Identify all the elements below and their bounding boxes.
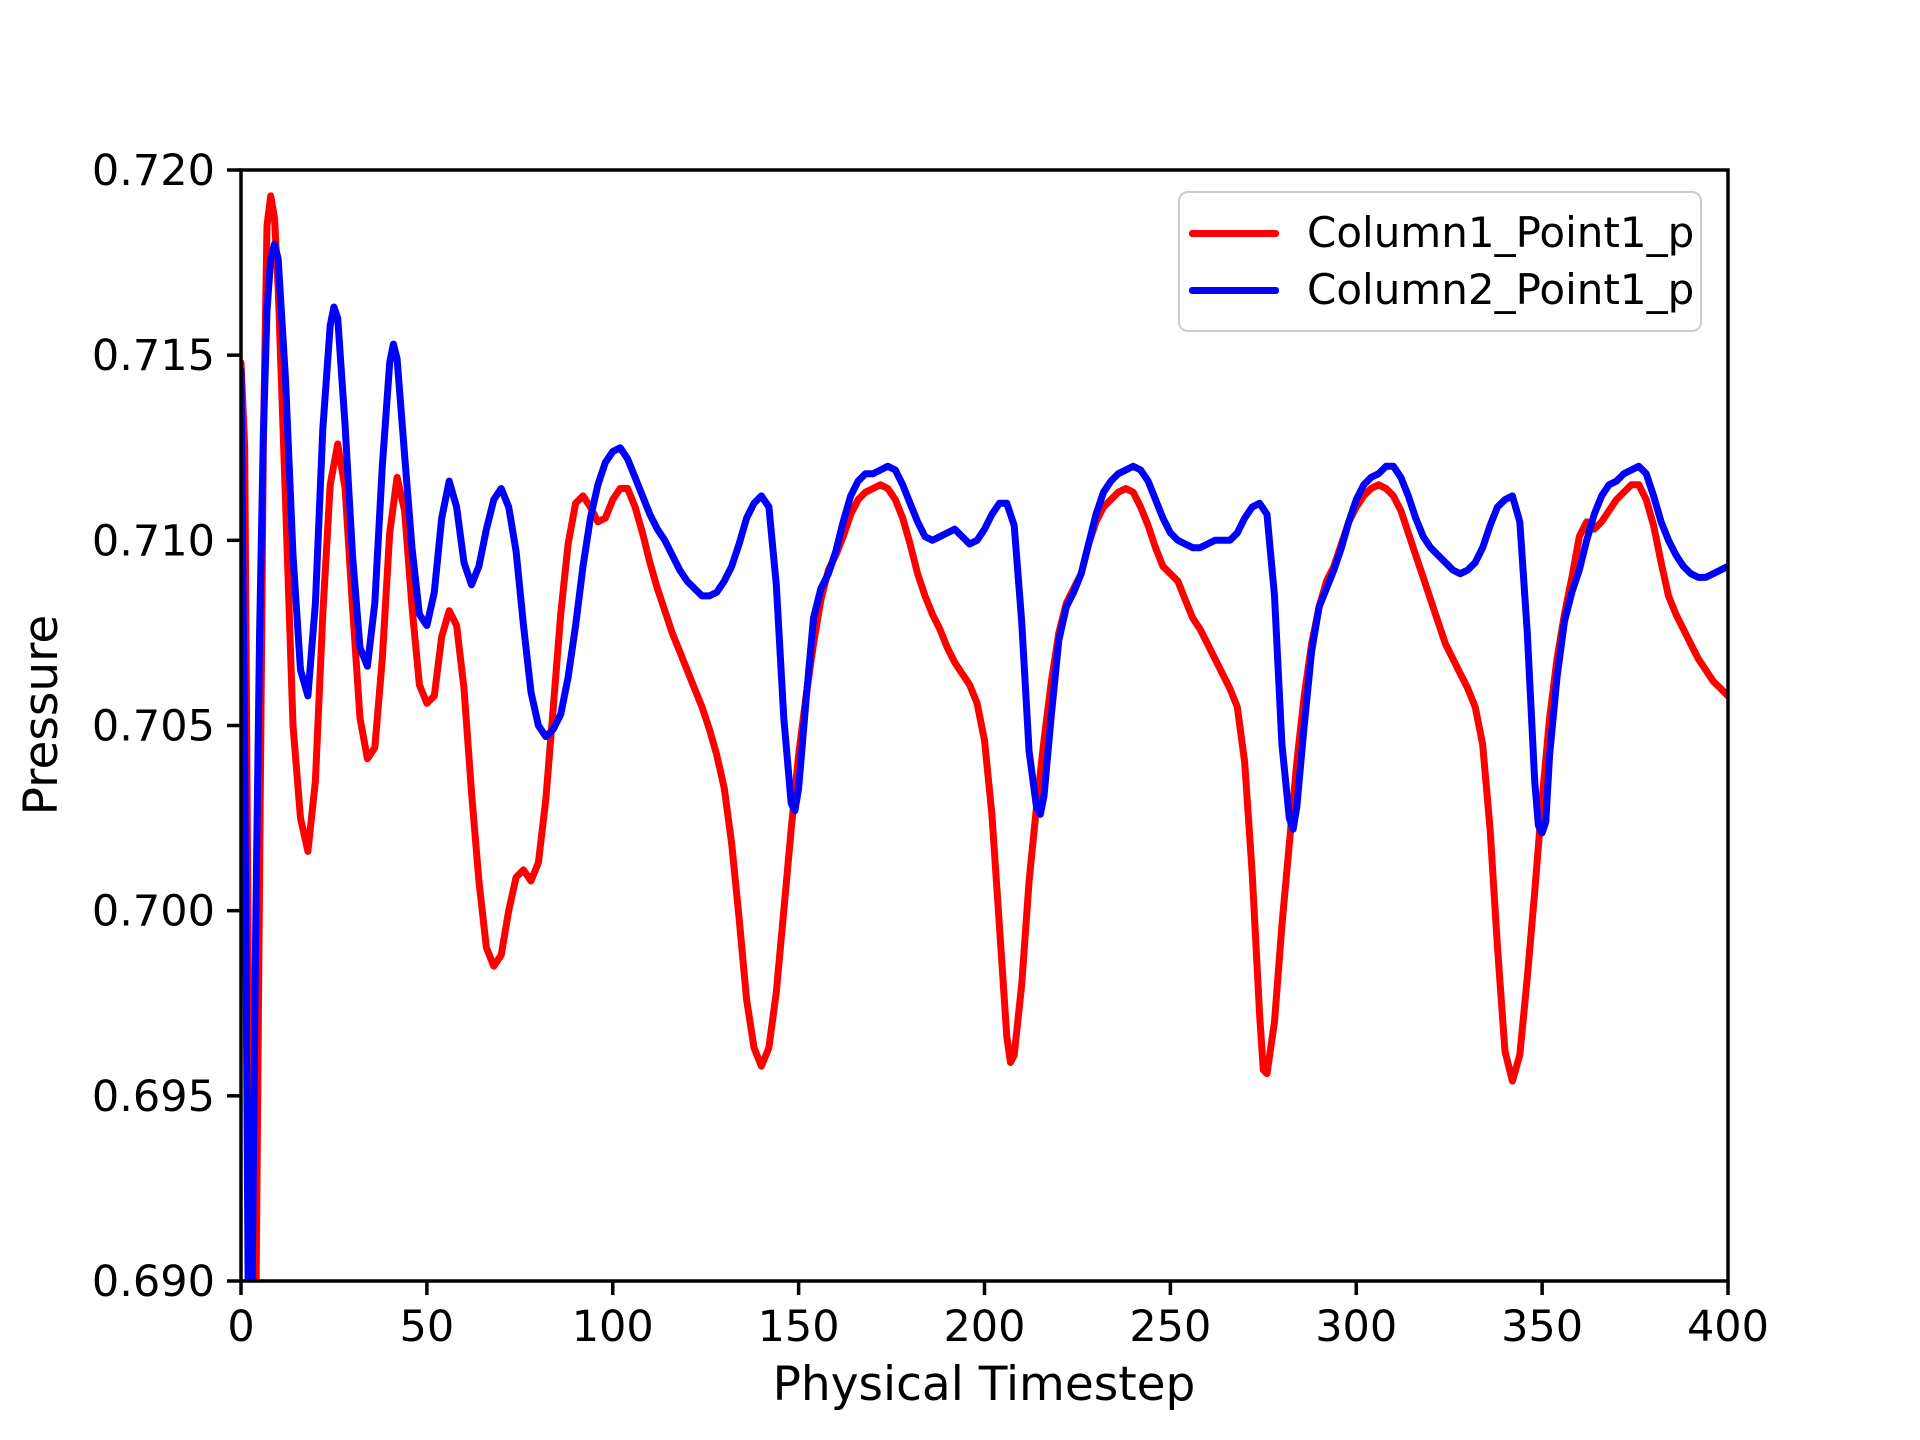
x-tick-label: 350 <box>1501 1302 1583 1352</box>
x-tick-label: 400 <box>1687 1302 1769 1352</box>
x-tick-label: 100 <box>572 1302 654 1352</box>
y-tick-label: 0.695 <box>92 1072 215 1122</box>
x-tick-label: 150 <box>758 1302 840 1352</box>
y-tick-label: 0.690 <box>92 1257 215 1307</box>
series-line-Column2_Point1_p <box>241 240 1728 1281</box>
x-tick-label: 300 <box>1315 1302 1397 1352</box>
legend-entry-series2: Column2_Point1_p <box>1180 269 1700 311</box>
x-axis-ticks: 0 50 100 150 200 250 300 350 400 <box>227 1281 1769 1352</box>
legend-entry-series1: Column1_Point1_p <box>1180 212 1700 254</box>
y-tick-label: 0.710 <box>92 516 215 566</box>
y-tick-label: 0.705 <box>92 702 215 752</box>
series-group <box>241 192 1728 1281</box>
y-tick-label: 0.720 <box>92 146 215 196</box>
y-axis-title: Pressure <box>14 615 69 816</box>
legend-label: Column2_Point1_p <box>1307 265 1695 314</box>
x-tick-label: 200 <box>943 1302 1025 1352</box>
legend-line-swatch-red <box>1189 229 1279 237</box>
x-tick-label: 0 <box>227 1302 254 1352</box>
legend-box: Column1_Point1_p Column2_Point1_p <box>1178 191 1702 332</box>
legend-label: Column1_Point1_p <box>1307 208 1695 257</box>
x-tick-label: 50 <box>400 1302 455 1352</box>
y-tick-label: 0.700 <box>92 887 215 937</box>
series-line-Column1_Point1_p <box>241 192 1728 1281</box>
x-tick-label: 250 <box>1129 1302 1211 1352</box>
y-tick-label: 0.715 <box>92 331 215 381</box>
y-axis-ticks: 0.690 0.695 0.700 0.705 0.710 0.715 0.720 <box>92 146 241 1307</box>
legend-line-swatch-blue <box>1189 286 1279 294</box>
x-axis-title: Physical Timestep <box>773 1357 1196 1412</box>
